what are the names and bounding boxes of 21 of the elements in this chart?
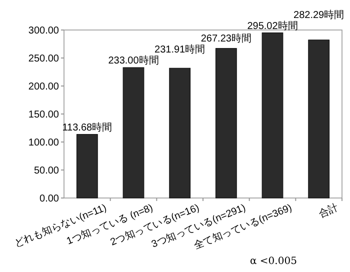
x-tick-label: 合計 bbox=[316, 202, 340, 220]
bar bbox=[76, 134, 98, 198]
data-label: 231.91時間 bbox=[154, 44, 206, 56]
data-label: 267.23時間 bbox=[200, 32, 252, 45]
y-tick-label: 150.00 bbox=[28, 110, 60, 120]
bar bbox=[215, 48, 237, 198]
bar bbox=[262, 32, 284, 198]
data-label: 233.00時間 bbox=[108, 54, 159, 67]
bar bbox=[308, 40, 330, 198]
data-label: 113.68時間 bbox=[62, 121, 112, 134]
y-tick-label: 0.00 bbox=[40, 194, 60, 204]
data-label: 282.29時間 bbox=[294, 8, 344, 21]
bar bbox=[122, 67, 144, 198]
bar bbox=[169, 68, 191, 198]
y-tick-label: 200.00 bbox=[28, 82, 60, 92]
y-tick-label: 50.00 bbox=[34, 166, 60, 176]
text: α <0.005 bbox=[250, 256, 297, 267]
y-tick-label: 300.00 bbox=[28, 26, 60, 36]
y-tick-label: 100.00 bbox=[28, 138, 60, 148]
y-tick-label: 250.00 bbox=[28, 54, 60, 64]
data-label: 295.02時間 bbox=[247, 20, 298, 32]
